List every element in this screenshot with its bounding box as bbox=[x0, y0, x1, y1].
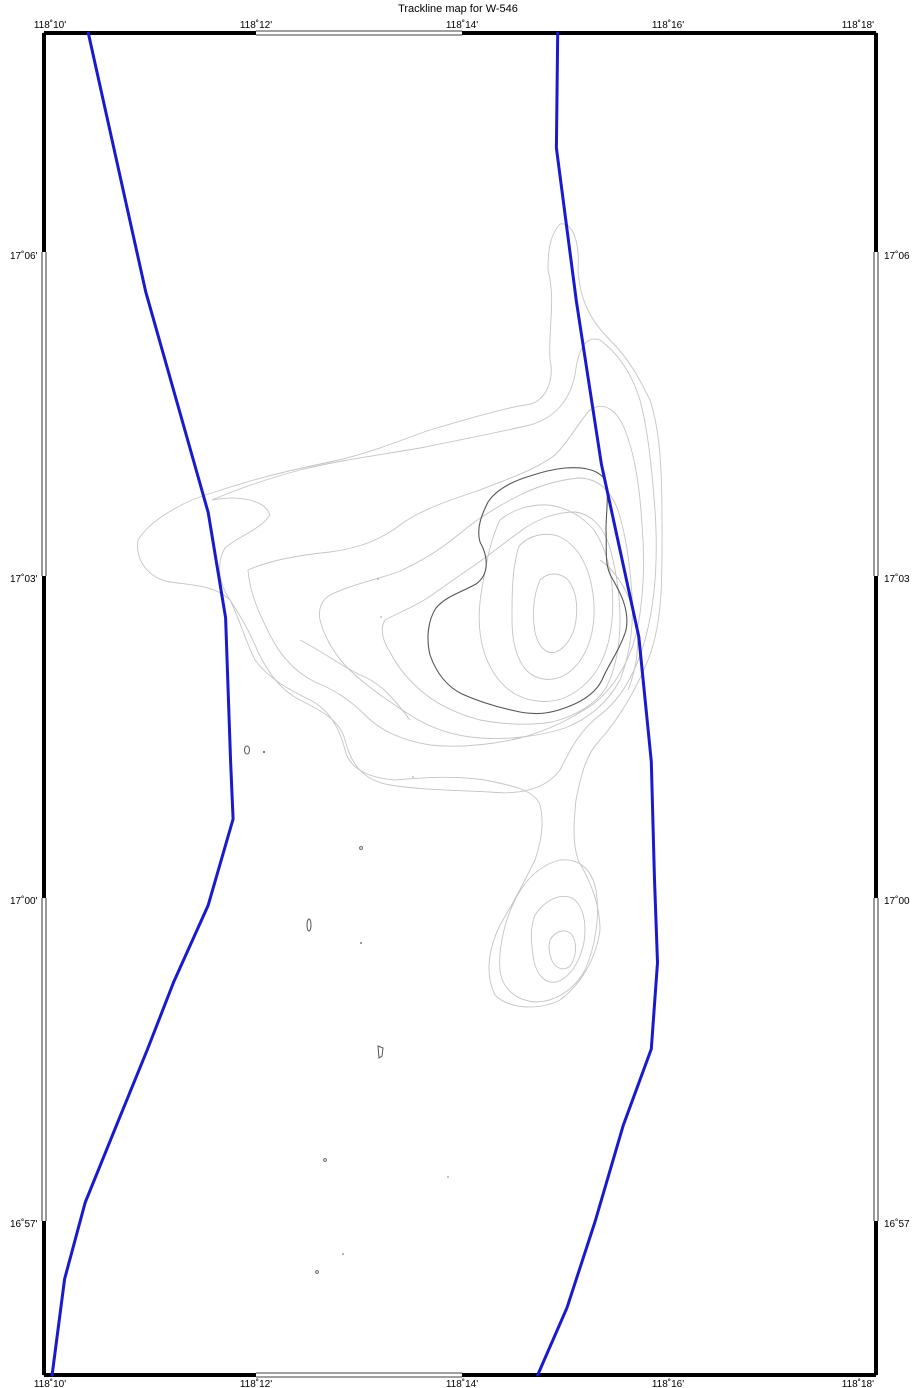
left-latitude-labels: 17˚06' 17˚03' 17˚00' 16˚57' bbox=[10, 250, 38, 1230]
tracklines bbox=[52, 33, 657, 1375]
top-lon-label: 118˚16' bbox=[652, 19, 684, 31]
top-lon-label: 118˚10' bbox=[34, 19, 66, 31]
bottom-longitude-labels: 118˚10' 118˚12' 118˚14' 118˚16' 118˚18' bbox=[34, 1378, 874, 1388]
bottom-lon-label: 118˚16' bbox=[652, 1378, 684, 1388]
sounding-dot bbox=[316, 1271, 319, 1274]
contour-south-2 bbox=[531, 896, 585, 982]
contour-3 bbox=[248, 406, 644, 746]
map-title: Trackline map for W-546 bbox=[398, 3, 518, 15]
seamount-marker bbox=[378, 1046, 383, 1058]
bottom-lon-label: 118˚12' bbox=[240, 1378, 272, 1388]
track-east bbox=[538, 33, 658, 1375]
contour-5 bbox=[382, 512, 620, 724]
contour-7 bbox=[512, 534, 594, 679]
contour-south-1 bbox=[500, 860, 598, 1002]
right-lat-label: 16˚57 bbox=[884, 1218, 910, 1230]
left-lat-label: 17˚03' bbox=[10, 573, 38, 585]
map-frame bbox=[42, 31, 878, 1377]
right-latitude-labels: 17˚06 17˚03 17˚00 16˚57 bbox=[884, 250, 910, 1230]
seamount-marker bbox=[245, 746, 250, 754]
left-lat-label: 16˚57' bbox=[10, 1218, 38, 1230]
bottom-lon-label: 118˚18' bbox=[842, 1378, 874, 1388]
sounding-dot bbox=[263, 751, 265, 753]
bottom-lon-label: 118˚10' bbox=[34, 1378, 66, 1388]
track-west bbox=[52, 33, 233, 1375]
contour-2 bbox=[212, 339, 656, 793]
sounding-dot bbox=[324, 1159, 327, 1162]
right-lat-label: 17˚03 bbox=[884, 573, 910, 585]
top-lon-label: 118˚14' bbox=[446, 19, 478, 31]
sounding-dot bbox=[360, 942, 362, 944]
sounding-dot bbox=[447, 1176, 449, 1178]
left-lat-label: 17˚00' bbox=[10, 895, 38, 907]
contour-south-3 bbox=[549, 931, 576, 969]
contour-west-fringe bbox=[300, 640, 410, 720]
right-lat-label: 17˚06 bbox=[884, 250, 910, 262]
left-lat-label: 17˚06' bbox=[10, 250, 38, 262]
right-lat-label: 17˚00 bbox=[884, 895, 910, 907]
small-features bbox=[245, 578, 449, 1273]
seamount-marker bbox=[307, 919, 311, 931]
top-lon-label: 118˚18' bbox=[842, 19, 874, 31]
sounding-dot bbox=[360, 847, 363, 850]
sounding-dot bbox=[380, 616, 382, 618]
sounding-dot bbox=[342, 1253, 344, 1255]
sounding-dot bbox=[377, 578, 379, 580]
island-contour bbox=[428, 468, 627, 714]
top-lon-label: 118˚12' bbox=[240, 19, 272, 31]
contour-8 bbox=[533, 574, 576, 653]
top-longitude-labels: 118˚10' 118˚12' 118˚14' 118˚16' 118˚18' bbox=[34, 19, 874, 31]
sounding-dot bbox=[412, 776, 414, 778]
bottom-lon-label: 118˚14' bbox=[446, 1378, 478, 1388]
